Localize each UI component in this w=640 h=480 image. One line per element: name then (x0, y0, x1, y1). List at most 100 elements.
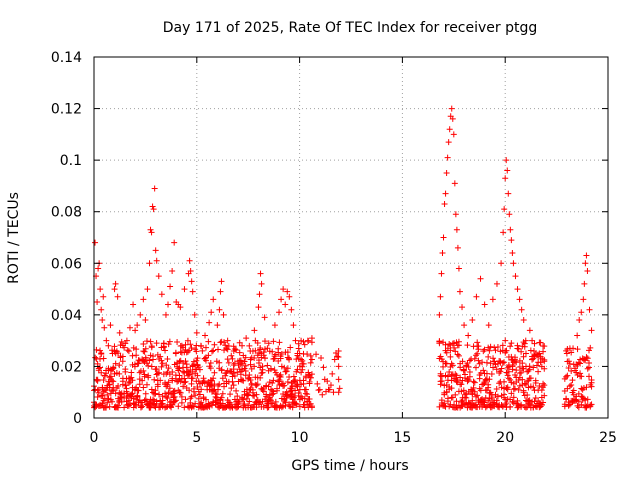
data-point (499, 360, 506, 367)
data-point (286, 402, 293, 409)
data-point (211, 369, 218, 376)
data-point (529, 337, 536, 344)
data-point (537, 339, 544, 346)
data-point (452, 211, 459, 218)
data-point (234, 393, 241, 400)
data-point (489, 296, 496, 303)
data-point (215, 386, 222, 393)
data-point (157, 353, 164, 360)
data-point (494, 344, 501, 351)
data-point (218, 394, 225, 401)
data-point (459, 304, 466, 311)
data-point (473, 293, 480, 300)
data-point (260, 349, 267, 356)
data-point (136, 369, 143, 376)
data-point (440, 234, 447, 241)
data-point (112, 390, 119, 397)
data-point (208, 402, 215, 409)
data-point (445, 139, 452, 146)
data-point (504, 364, 511, 371)
data-point (259, 366, 266, 373)
data-point (480, 381, 487, 388)
data-point (234, 404, 241, 411)
data-point (541, 358, 548, 365)
data-point (256, 291, 263, 298)
data-point (199, 347, 206, 354)
data-point (186, 257, 193, 264)
data-point (103, 370, 110, 377)
data-point (134, 322, 141, 329)
data-point (275, 378, 282, 385)
data-point (165, 365, 172, 372)
data-point (446, 126, 453, 133)
data-point (455, 265, 462, 272)
data-point (182, 358, 189, 365)
data-point (454, 351, 461, 358)
data-point (247, 376, 254, 383)
data-point (176, 389, 183, 396)
data-point (531, 340, 538, 347)
data-point (318, 355, 325, 362)
data-point (541, 365, 548, 372)
data-point (570, 345, 577, 352)
data-point (260, 388, 267, 395)
data-point (265, 383, 272, 390)
data-point (197, 342, 204, 349)
data-point (243, 390, 250, 397)
data-point (217, 288, 224, 295)
data-point (165, 301, 172, 308)
data-point (490, 355, 497, 362)
data-point (568, 381, 575, 388)
data-point (284, 379, 291, 386)
data-point (474, 350, 481, 357)
data-point (575, 359, 582, 366)
data-point (182, 396, 189, 403)
data-point (586, 306, 593, 313)
data-point (296, 350, 303, 357)
data-point (181, 379, 188, 386)
data-point (125, 379, 132, 386)
data-point (202, 396, 209, 403)
data-point (133, 402, 140, 409)
data-point (568, 349, 575, 356)
data-point (278, 350, 285, 357)
data-point (472, 393, 479, 400)
data-point (475, 346, 482, 353)
data-point (480, 367, 487, 374)
data-point (172, 349, 179, 356)
y-tick-label: 0.04 (51, 308, 82, 324)
data-point (282, 301, 289, 308)
data-point (187, 268, 194, 275)
data-point (579, 394, 586, 401)
data-point (574, 332, 581, 339)
data-point (522, 337, 529, 344)
data-point (466, 357, 473, 364)
data-point (271, 367, 278, 374)
data-point (502, 175, 509, 182)
data-point (283, 389, 290, 396)
data-point (95, 386, 102, 393)
data-point (450, 131, 457, 138)
data-point (241, 365, 248, 372)
data-point (186, 387, 193, 394)
data-point (207, 359, 214, 366)
data-point (282, 399, 289, 406)
data-point (335, 347, 342, 354)
data-point (158, 291, 165, 298)
data-point (465, 377, 472, 384)
data-point (335, 389, 342, 396)
data-point (462, 401, 469, 408)
data-point (178, 393, 185, 400)
data-point (464, 342, 471, 349)
data-point (140, 296, 147, 303)
data-point (270, 356, 277, 363)
data-point (132, 327, 139, 334)
data-point (177, 304, 184, 311)
data-point (307, 359, 314, 366)
x-axis-label: GPS time / hours (291, 458, 408, 474)
data-point (141, 371, 148, 378)
data-point (503, 385, 510, 392)
data-point (155, 273, 162, 280)
data-point (152, 390, 159, 397)
data-point (205, 338, 212, 345)
